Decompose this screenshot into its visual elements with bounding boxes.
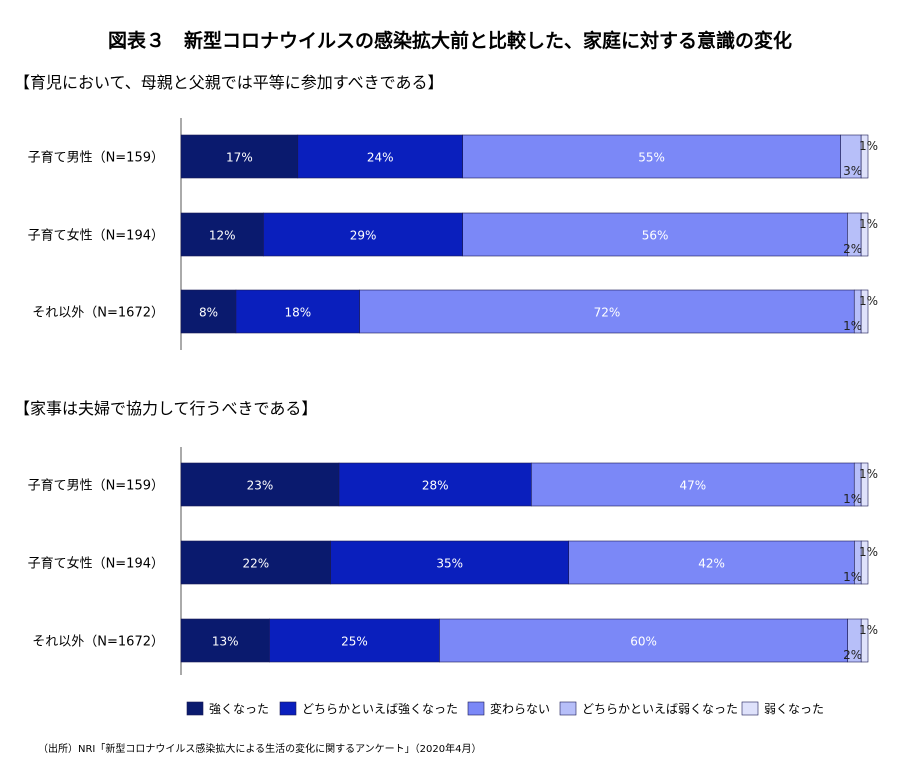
bar-segment (180, 134, 299, 179)
data-label: 29% (350, 229, 377, 243)
legend-swatch (467, 701, 485, 716)
legend-label: 強くなった (209, 702, 269, 716)
legend-label: 弱くなった (764, 702, 824, 716)
bar-segment (180, 540, 331, 585)
bar-segment (860, 134, 869, 179)
data-label: 55% (638, 151, 665, 165)
legend-swatch (279, 701, 297, 716)
source-note: （出所）NRI「新型コロナウイルス感染拡大による生活の変化に関するアンケート」（… (38, 742, 482, 755)
data-label: 1% (859, 623, 878, 637)
data-label: 1% (859, 217, 878, 231)
bar-segment (439, 618, 848, 663)
data-label: 42% (698, 557, 725, 571)
bar-segment (860, 212, 869, 257)
data-label: 18% (284, 306, 311, 320)
legend-swatch (741, 701, 759, 716)
data-label: 35% (436, 557, 463, 571)
category-label: 子育て女性（N=194） (28, 556, 164, 572)
data-label: 17% (226, 151, 253, 165)
data-label: 2% (843, 648, 862, 662)
data-label: 1% (843, 319, 862, 333)
category-label: 子育て男性（N=159） (28, 478, 164, 494)
bar-segment (860, 289, 869, 334)
bar-segment (860, 462, 869, 507)
data-label: 12% (209, 229, 236, 243)
category-label: 子育て男性（N=159） (28, 150, 164, 166)
bar-segment (180, 212, 264, 257)
category-label: それ以外（N=1672） (32, 306, 164, 321)
bar-segment (180, 462, 340, 507)
data-label: 3% (843, 164, 862, 178)
legend-swatch (559, 701, 577, 716)
bar-segment (235, 289, 360, 334)
legend-swatch (186, 701, 204, 716)
data-label: 1% (859, 294, 878, 308)
data-label: 60% (630, 635, 657, 649)
bar-segment (462, 212, 848, 257)
category-label: 子育て女性（N=194） (28, 228, 164, 244)
category-label: それ以外（N=1672） (32, 635, 164, 650)
bar-segment (180, 289, 237, 334)
bar-segment (359, 289, 855, 334)
bar-segment (860, 618, 869, 663)
bar-segment (263, 212, 463, 257)
data-label: 47% (679, 479, 706, 493)
panel-title: 【育児において、母親と父親では平等に参加すべきである】 (14, 73, 443, 92)
data-label: 1% (843, 492, 862, 506)
data-label: 2% (843, 242, 862, 256)
figure-title: 図表３ 新型コロナウイルスの感染拡大前と比較した、家庭に対する意識の変化 (108, 29, 792, 52)
bar-segment (297, 134, 463, 179)
bar-segment (338, 462, 532, 507)
legend-label: 変わらない (490, 701, 550, 716)
data-label: 28% (422, 479, 449, 493)
data-label: 24% (367, 151, 394, 165)
data-label: 22% (242, 557, 269, 571)
bar-segment (330, 540, 570, 585)
data-label: 72% (594, 306, 621, 320)
data-label: 23% (247, 479, 274, 493)
bar-segment (269, 618, 440, 663)
data-label: 1% (859, 139, 878, 153)
bar-segment (860, 540, 869, 585)
bar-segment (462, 134, 841, 179)
data-label: 25% (341, 635, 368, 649)
data-label: 56% (642, 229, 669, 243)
bar-segment (180, 618, 270, 663)
data-label: 1% (859, 545, 878, 559)
bar-segment (568, 540, 855, 585)
legend-label: どちらかといえば弱くなった (582, 702, 738, 716)
data-label: 8% (199, 306, 218, 320)
bar-segment (531, 462, 855, 507)
data-label: 1% (859, 467, 878, 481)
data-label: 1% (843, 570, 862, 584)
panel-title: 【家事は夫婦で協力して行うべきである】 (14, 399, 317, 418)
legend-label: どちらかといえば強くなった (302, 702, 458, 716)
data-label: 13% (212, 635, 239, 649)
